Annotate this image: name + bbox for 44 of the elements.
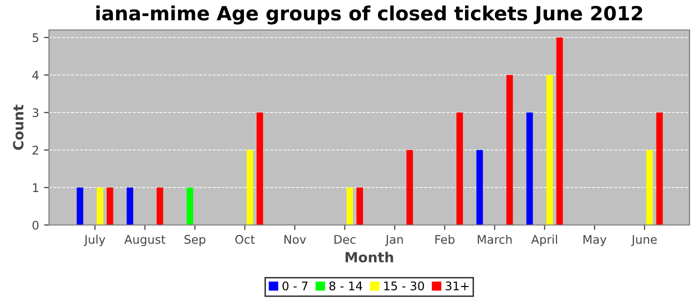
x-tick-label: August: [124, 235, 166, 246]
bar: [526, 112, 533, 225]
bar: [546, 75, 553, 225]
legend-label: 15 - 30: [384, 281, 424, 290]
x-tick-label: April: [531, 234, 557, 246]
bar: [256, 112, 264, 225]
y-tick-label: 4: [32, 70, 39, 80]
bar: [556, 38, 563, 225]
bar: [156, 188, 164, 225]
bar: [456, 112, 463, 225]
bar: [96, 188, 104, 225]
bar: [246, 150, 254, 225]
bar: [76, 188, 84, 225]
chart-title: iana-mime Age groups of closed tickets June 2012: [96, 6, 642, 24]
bar: [506, 75, 513, 225]
x-tick-label: July: [84, 234, 106, 246]
legend-label: 8 - 14: [329, 281, 362, 290]
x-tick-label: June: [631, 235, 657, 246]
bar: [656, 112, 663, 225]
y-tick-label: 5: [32, 33, 38, 42]
y-tick-label: 3: [32, 108, 38, 118]
x-tick-label: Feb: [435, 234, 454, 244]
bar: [646, 150, 653, 225]
y-tick-label: 2: [32, 146, 38, 154]
bar: [356, 188, 364, 225]
legend-label: 31+: [446, 281, 468, 290]
x-tick-label: March: [478, 234, 512, 244]
x-axis-title: Month: [346, 252, 394, 262]
bar: [126, 188, 134, 225]
x-tick-label: Oct: [235, 234, 255, 244]
y-axis-title: Count: [13, 104, 24, 150]
x-tick-label: May: [584, 235, 606, 246]
x-tick-label: Dec: [334, 235, 356, 244]
bar: [346, 188, 354, 225]
bar: [476, 150, 483, 225]
y-tick-label: 1: [33, 183, 38, 192]
bar: [186, 188, 194, 225]
x-tick-label: Sep: [184, 234, 206, 246]
bar: [406, 150, 413, 225]
bar: [106, 188, 114, 225]
x-tick-label: Jan: [385, 235, 403, 246]
y-tick-label: 0: [32, 220, 38, 230]
x-tick-label: Nov: [284, 235, 306, 244]
legend-label: 0 - 7: [282, 281, 308, 290]
